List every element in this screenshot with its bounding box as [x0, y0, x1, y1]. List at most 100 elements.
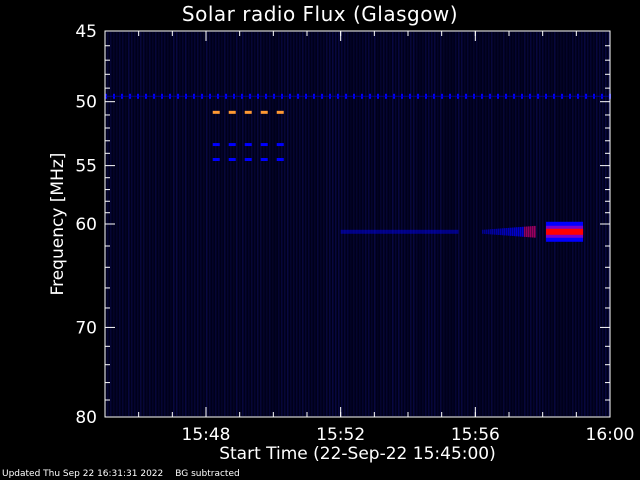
background-streak	[494, 32, 496, 416]
y-tick-label: 45	[75, 22, 97, 42]
background-streak	[254, 32, 256, 416]
band-segment	[340, 229, 459, 234]
background-streak	[224, 32, 226, 416]
background-streak	[257, 32, 259, 416]
background-streak	[287, 32, 289, 416]
background-streak	[545, 32, 547, 416]
background-streak	[251, 32, 253, 416]
background-streak	[428, 32, 430, 416]
background-streak	[452, 32, 454, 416]
background-streak	[470, 32, 472, 416]
background-streak	[170, 32, 172, 416]
background-streak	[227, 32, 229, 416]
background-streak	[182, 32, 184, 416]
background-streak	[266, 32, 268, 416]
updated-timestamp: Updated Thu Sep 22 16:31:31 2022	[2, 469, 164, 479]
background-streak	[443, 32, 445, 416]
background-streak	[323, 32, 325, 416]
background-streak	[320, 32, 322, 416]
band-column	[524, 226, 526, 237]
background-streak	[326, 32, 328, 416]
background-streak	[209, 32, 211, 416]
background-streak	[380, 32, 382, 416]
band-column	[498, 228, 500, 235]
background-streak	[542, 32, 544, 416]
background-streak	[521, 32, 523, 416]
background-streak	[122, 32, 124, 416]
background-streak	[128, 32, 130, 416]
x-tick-label: 15:56	[451, 425, 500, 445]
chart-title: Solar radio Flux (Glasgow)	[181, 2, 459, 26]
background-streak	[335, 32, 337, 416]
background-streak	[440, 32, 442, 416]
background-streak	[539, 32, 541, 416]
emission-features	[105, 93, 611, 242]
blue-dash-row-2-dash	[244, 157, 252, 161]
background-streak	[158, 32, 160, 416]
background-streak	[179, 32, 181, 416]
band-column	[484, 229, 486, 234]
interference-line	[105, 93, 611, 99]
background-streak	[395, 32, 397, 416]
band-column	[492, 229, 494, 235]
orange-dash-row-dash	[244, 110, 252, 114]
background-streak	[356, 32, 358, 416]
x-tick-label: 15:52	[316, 425, 365, 445]
background-streak	[404, 32, 406, 416]
band-column	[488, 229, 490, 235]
background-streak	[422, 32, 424, 416]
background-streak	[167, 32, 169, 416]
background-streak	[506, 32, 508, 416]
background-streak	[419, 32, 421, 416]
background-streak	[290, 32, 292, 416]
background-streak	[176, 32, 178, 416]
background-streak	[386, 32, 388, 416]
background-streak	[242, 32, 244, 416]
background-streak	[173, 32, 175, 416]
background-streak	[533, 32, 535, 416]
band-column	[490, 229, 492, 235]
background-streak	[416, 32, 418, 416]
background-streak	[392, 32, 394, 416]
y-axis-label: Frequency [MHz]	[48, 152, 68, 296]
background-streak	[590, 32, 592, 416]
background-streak	[344, 32, 346, 416]
background-streak	[305, 32, 307, 416]
background-streak	[536, 32, 538, 416]
background-streak	[509, 32, 511, 416]
background-streak	[317, 32, 319, 416]
background-streak	[269, 32, 271, 416]
background-streak	[329, 32, 331, 416]
band-column	[510, 227, 512, 236]
blue-dash-row-1-dash	[244, 143, 252, 147]
background-streak	[263, 32, 265, 416]
background-streak	[431, 32, 433, 416]
background-streaks	[107, 32, 610, 416]
background-streak	[485, 32, 487, 416]
background-streak	[248, 32, 250, 416]
background-streak	[260, 32, 262, 416]
background-streak	[449, 32, 451, 416]
interference-line-core	[105, 95, 610, 97]
blue-dash-row-2-dash	[228, 157, 236, 161]
background-streak	[584, 32, 586, 416]
background-streak	[497, 32, 499, 416]
y-tick-label: 70	[75, 318, 97, 338]
background-streak	[230, 32, 232, 416]
x-tick-label: 16:00	[586, 425, 635, 445]
background-streak	[308, 32, 310, 416]
background-streak	[500, 32, 502, 416]
background-streak	[410, 32, 412, 416]
background-streak	[206, 32, 208, 416]
background-streak	[161, 32, 163, 416]
band-column	[494, 228, 496, 235]
background-streak	[425, 32, 427, 416]
background-streak	[311, 32, 313, 416]
background-streak	[350, 32, 352, 416]
band-column	[512, 227, 514, 237]
background-streak	[458, 32, 460, 416]
background-streak	[185, 32, 187, 416]
background-streak	[359, 32, 361, 416]
band-column	[534, 225, 536, 238]
background-streak	[164, 32, 166, 416]
